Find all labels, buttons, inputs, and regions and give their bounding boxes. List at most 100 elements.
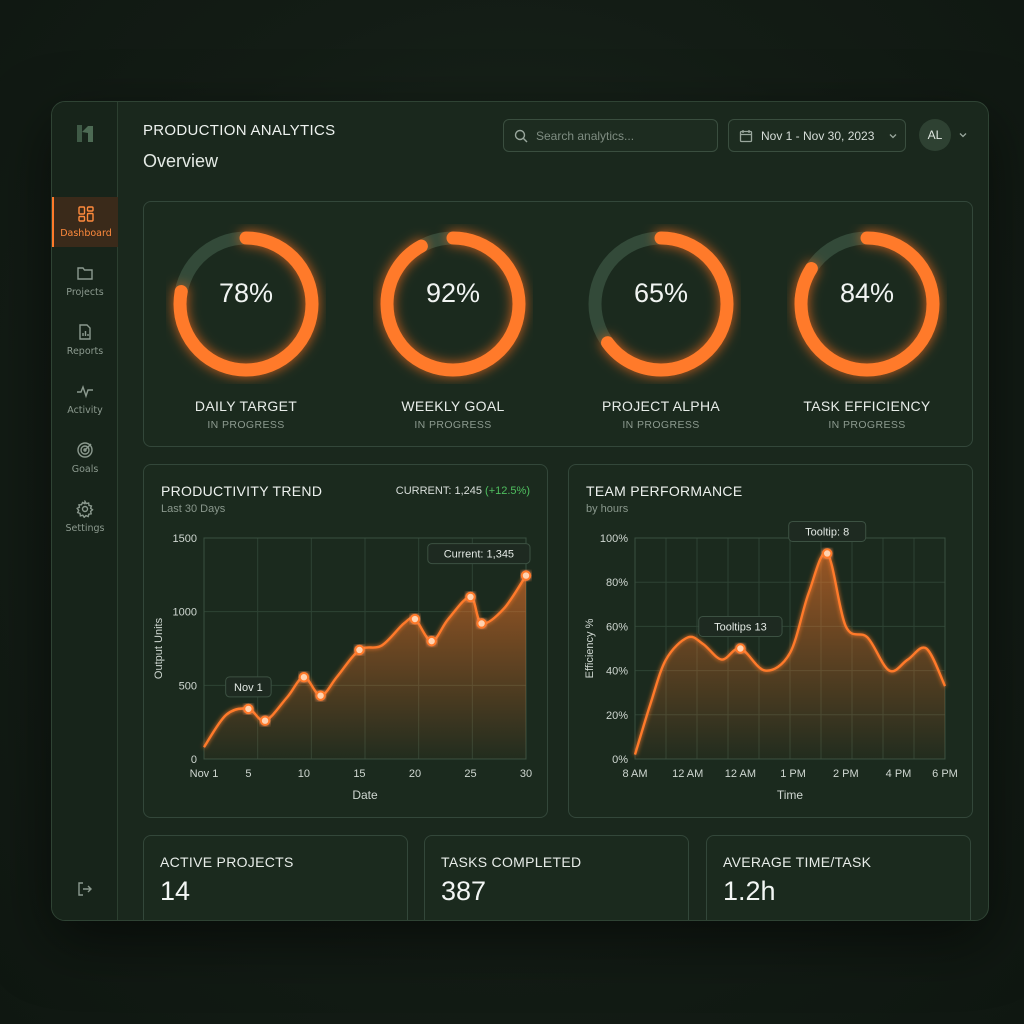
x-tick-label: 20 bbox=[409, 768, 421, 780]
current-value: CURRENT: 1,245 (+12.5%) bbox=[396, 485, 530, 497]
chevron-down-icon bbox=[889, 133, 897, 138]
x-tick-label: 10 bbox=[298, 768, 310, 780]
gauge-ring bbox=[173, 231, 319, 377]
gauge-weekly-goal: 92% WEEKLY GOAL IN PROGRESS bbox=[373, 224, 533, 431]
data-point[interactable] bbox=[298, 672, 310, 683]
sidebar-item-projects[interactable]: Projects bbox=[52, 256, 118, 306]
x-tick-label: Nov 1 bbox=[190, 768, 219, 780]
gauge-ring bbox=[588, 231, 734, 377]
tooltip-box bbox=[698, 616, 783, 637]
stat-value: 14 bbox=[160, 876, 191, 906]
sidebar-item-reports[interactable]: Reports bbox=[52, 315, 118, 365]
logout-icon[interactable] bbox=[76, 880, 94, 898]
chart-subtitle: by hours bbox=[586, 503, 629, 515]
gauge-value: 84% bbox=[839, 278, 895, 308]
sidebar-item-label: Projects bbox=[66, 287, 104, 298]
gauge-value: 78% bbox=[218, 278, 274, 308]
gauge-status: IN PROGRESS bbox=[828, 419, 906, 431]
team-performance-chart: 0% 20% 40% 60% 80% 100% 8 AM 12 AM 12 AM 1 PM 2 PM… bbox=[584, 520, 958, 802]
page-title: PRODUCTION ANALYTICS bbox=[143, 122, 336, 139]
gauge-value: 92% bbox=[425, 278, 481, 308]
data-point[interactable] bbox=[476, 618, 487, 629]
tooltip-text: Current: 1,345 bbox=[444, 549, 514, 561]
x-tick-label: 15 bbox=[353, 768, 365, 780]
data-point[interactable] bbox=[465, 591, 476, 603]
sidebar-item-label: Settings bbox=[65, 523, 105, 534]
data-point[interactable] bbox=[426, 635, 437, 647]
tooltip: Tooltip: 8 bbox=[788, 520, 867, 542]
tooltip: Nov 1 bbox=[225, 676, 272, 698]
x-axis-label: Date bbox=[352, 788, 378, 802]
tooltip-text: Nov 1 bbox=[234, 682, 263, 694]
data-point[interactable] bbox=[243, 703, 254, 715]
stat-label: TASKS COMPLETED bbox=[441, 854, 582, 870]
data-point[interactable] bbox=[735, 643, 746, 654]
reports-icon bbox=[79, 324, 91, 340]
tooltip-box bbox=[225, 676, 272, 698]
x-tick-label: 25 bbox=[464, 768, 476, 780]
sidebar-item-label: Dashboard bbox=[60, 228, 112, 239]
sidebar: Dashboard Projects Reports Activity Goal… bbox=[52, 102, 118, 920]
productivity-trend-panel: PRODUCTIVITY TREND Last 30 Days CURRENT:… bbox=[143, 464, 548, 818]
gauge-panel: 78% DAILY TARGET IN PROGRESS 92% WEEKLY … bbox=[143, 201, 973, 447]
stat-label: ACTIVE PROJECTS bbox=[160, 854, 294, 870]
series-line bbox=[633, 551, 947, 755]
search-input[interactable] bbox=[536, 128, 706, 143]
sidebar-item-label: Goals bbox=[71, 464, 99, 475]
dashboard-icon bbox=[78, 206, 94, 222]
data-point[interactable] bbox=[259, 715, 271, 726]
data-point[interactable] bbox=[315, 690, 326, 701]
y-tick-label: 0% bbox=[612, 754, 628, 766]
gauge-ring bbox=[380, 231, 526, 377]
x-tick-label: 2 PM bbox=[833, 768, 859, 780]
stat-card-active-projects: ACTIVE PROJECTS 14 bbox=[143, 835, 408, 920]
stat-value: 1.2h bbox=[723, 876, 776, 906]
gauge-value: 65% bbox=[633, 278, 689, 308]
logo-icon bbox=[77, 125, 93, 142]
current-delta: (+12.5%) bbox=[485, 485, 530, 497]
data-point[interactable] bbox=[520, 570, 532, 581]
y-tick-label: 60% bbox=[606, 621, 628, 633]
data-point[interactable] bbox=[354, 644, 365, 656]
data-point[interactable] bbox=[409, 613, 421, 625]
y-tick-label: 1000 bbox=[173, 607, 197, 619]
gauge-status: IN PROGRESS bbox=[414, 419, 492, 431]
chart-title: TEAM PERFORMANCE bbox=[586, 483, 743, 499]
chevron-down-icon[interactable] bbox=[958, 130, 968, 140]
date-range-label: Nov 1 - Nov 30, 2023 bbox=[761, 128, 875, 143]
y-tick-label: 1500 bbox=[173, 533, 197, 545]
calendar-icon bbox=[739, 129, 753, 142]
x-tick-label: 12 AM bbox=[672, 768, 703, 780]
chart-title: PRODUCTIVITY TREND bbox=[161, 483, 323, 499]
team-performance-panel: TEAM PERFORMANCE by hours 0% 20% 40% 60% 80%… bbox=[568, 464, 973, 818]
productivity-chart: 0 500 1000 1500 Nov 1 5 10 15 20 25 30 Date Output U… bbox=[153, 533, 532, 802]
sidebar-item-activity[interactable]: Activity bbox=[52, 374, 118, 424]
tooltip-box bbox=[427, 543, 531, 565]
date-range-picker[interactable]: Nov 1 - Nov 30, 2023 bbox=[728, 119, 906, 152]
stat-value: 387 bbox=[441, 876, 487, 906]
stat-card-tasks-completed: TASKS COMPLETED 387 bbox=[424, 835, 689, 920]
y-tick-label: 500 bbox=[179, 680, 197, 692]
y-tick-label: 20% bbox=[606, 710, 628, 722]
page-subtitle: Overview bbox=[143, 151, 219, 171]
sidebar-item-dashboard[interactable]: Dashboard bbox=[52, 197, 118, 247]
y-axis-label: Efficiency % bbox=[584, 618, 596, 678]
gauge-project-alpha: 65% PROJECT ALPHA IN PROGRESS bbox=[581, 224, 741, 431]
tooltip: Current: 1,345 bbox=[427, 543, 531, 565]
series-area bbox=[204, 575, 526, 759]
gauge-status: IN PROGRESS bbox=[207, 419, 285, 431]
gauge-label: PROJECT ALPHA bbox=[601, 398, 720, 414]
gauge-status: IN PROGRESS bbox=[622, 419, 700, 431]
activity-icon bbox=[77, 384, 93, 399]
x-tick-label: 12 AM bbox=[725, 768, 756, 780]
x-tick-label: 4 PM bbox=[886, 768, 912, 780]
avatar[interactable]: AL bbox=[919, 119, 951, 151]
y-axis-label: Output Units bbox=[153, 617, 165, 679]
sidebar-item-label: Reports bbox=[66, 346, 104, 357]
data-point[interactable] bbox=[822, 548, 833, 559]
search-box[interactable] bbox=[503, 119, 718, 152]
gauge-daily-target: 78% DAILY TARGET IN PROGRESS bbox=[166, 224, 326, 431]
sidebar-item-goals[interactable]: Goals bbox=[52, 433, 118, 483]
sidebar-item-settings[interactable]: Settings bbox=[52, 492, 118, 542]
gauge-task-efficiency: 84% TASK EFFICIENCY IN PROGRESS bbox=[787, 224, 947, 431]
